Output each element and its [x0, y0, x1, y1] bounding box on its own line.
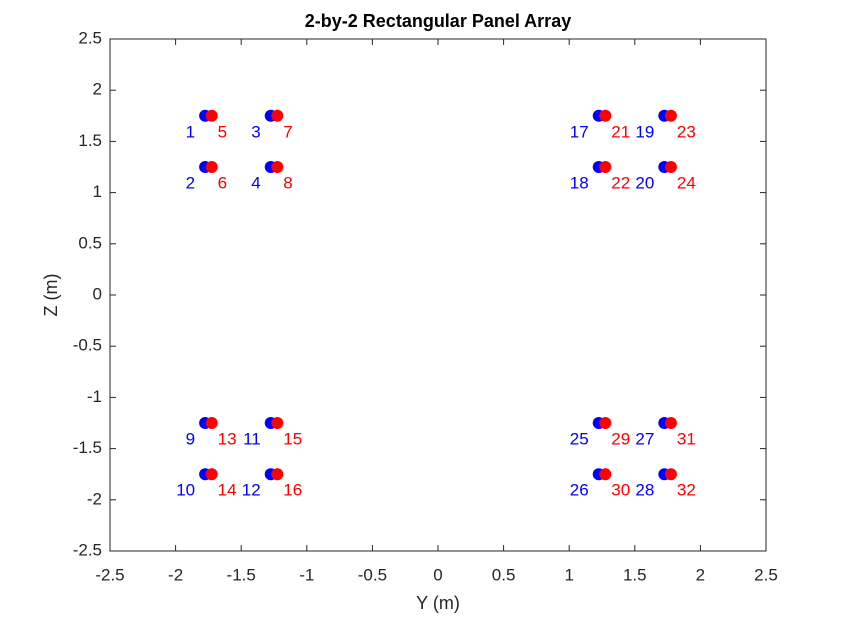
point-label: 6 [218, 173, 227, 192]
marker [205, 468, 218, 481]
marker [271, 161, 284, 173]
point-label: 10 [176, 481, 195, 500]
marker [205, 161, 218, 173]
point-label: 26 [570, 481, 589, 500]
marker [599, 109, 612, 122]
point-label: 9 [186, 429, 195, 448]
marker [599, 161, 612, 173]
marker [599, 468, 612, 481]
marker [205, 417, 218, 429]
y-tick-label: 1 [93, 182, 102, 201]
point-label: 18 [570, 173, 589, 192]
x-tick-label: 0 [433, 565, 442, 584]
chart-title: 2-by-2 Rectangular Panel Array [305, 11, 571, 31]
y-tick-label: 0 [93, 284, 102, 303]
y-axis-label: Z (m) [41, 274, 61, 317]
marker [271, 417, 284, 429]
y-tick-label: 2.5 [78, 28, 102, 47]
x-tick-label: -2.5 [95, 565, 124, 584]
x-tick-label: 1 [564, 565, 573, 584]
y-tick-label: -1.5 [73, 438, 102, 457]
point-label: 25 [570, 429, 589, 448]
marker [271, 109, 284, 122]
x-tick-label: 1.5 [623, 565, 647, 584]
y-tick-label: 2 [93, 80, 102, 99]
marker [271, 468, 284, 481]
point-label: 8 [283, 173, 292, 192]
point-label: 29 [611, 429, 630, 448]
x-tick-label: -2 [168, 565, 183, 584]
point-label: 3 [251, 122, 260, 141]
point-label: 11 [243, 429, 261, 448]
y-tick-label: 0.5 [78, 233, 102, 252]
point-label: 31 [677, 429, 696, 448]
point-label: 27 [635, 429, 654, 448]
x-tick-label: 0.5 [492, 565, 516, 584]
y-tick-label: 1.5 [78, 131, 102, 150]
point-label: 32 [677, 481, 696, 500]
point-label: 30 [611, 481, 630, 500]
x-tick-label: 2.5 [754, 565, 778, 584]
x-axis-label: Y (m) [416, 593, 460, 613]
point-label: 20 [635, 173, 654, 192]
point-label: 19 [635, 122, 654, 141]
point-label: 7 [283, 122, 292, 141]
point-label: 5 [218, 122, 227, 141]
y-tick-label: -2 [87, 489, 102, 508]
marker [664, 468, 677, 481]
marker [664, 161, 677, 173]
x-tick-label: -0.5 [358, 565, 387, 584]
point-label: 24 [677, 173, 696, 192]
x-tick-label: -1 [299, 565, 314, 584]
y-tick-label: -2.5 [73, 540, 102, 559]
point-label: 1 [186, 122, 195, 141]
point-label: 16 [283, 481, 302, 500]
point-label: 23 [677, 122, 696, 141]
marker [599, 417, 612, 429]
y-tick-label: -1 [87, 387, 102, 406]
point-label: 13 [218, 429, 237, 448]
point-label: 12 [242, 481, 261, 500]
marker [664, 417, 677, 429]
marker [664, 109, 677, 122]
point-label: 17 [570, 122, 589, 141]
point-label: 21 [611, 122, 630, 141]
x-tick-label: 2 [696, 565, 705, 584]
marker [205, 109, 218, 122]
point-label: 14 [218, 481, 237, 500]
point-label: 2 [186, 173, 195, 192]
x-tick-label: -1.5 [227, 565, 256, 584]
point-label: 28 [635, 481, 654, 500]
point-label: 4 [251, 173, 260, 192]
axes-box [109, 38, 767, 552]
point-label: 15 [283, 429, 302, 448]
y-tick-label: -0.5 [73, 336, 102, 355]
point-label: 22 [611, 173, 630, 192]
